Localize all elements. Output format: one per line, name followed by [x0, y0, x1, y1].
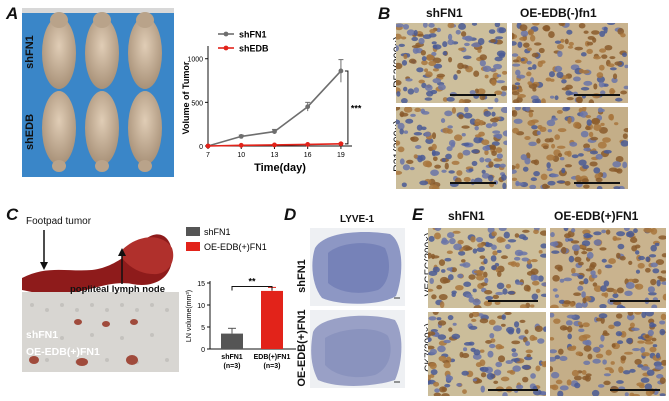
lymph-photo-illustration: [22, 210, 179, 372]
scale-bar: [450, 182, 496, 184]
b-image-p53-shfn1: [396, 23, 507, 103]
x-tick-label: (n=3): [224, 363, 241, 370]
lymph-photo: Footpad tumor popliteal lymph node shFN1…: [22, 210, 179, 372]
scale-bar: [610, 389, 660, 391]
e-image-vegfc-oe: [550, 228, 666, 308]
y-tick-label: 5: [201, 325, 205, 332]
ihc-texture: [512, 23, 628, 103]
d-image-shfn1: [310, 228, 405, 306]
y-tick-label: 0: [201, 347, 205, 354]
x-tick-label: 19: [337, 152, 345, 159]
d-image-oe-illustration: [311, 315, 402, 386]
x-tick-label: 10: [237, 152, 245, 159]
bar: [221, 333, 243, 349]
mice-photo-illustration: [22, 8, 174, 177]
x-tick-label: 7: [206, 152, 210, 159]
b-col2-label: OE-EDB(-)fn1: [520, 6, 597, 20]
data-point: [338, 141, 344, 147]
data-point: [338, 68, 344, 74]
d-image-shfn1-illustration: [312, 232, 402, 304]
significance-bracket: [344, 70, 349, 145]
data-point: [305, 142, 311, 147]
ihc-texture: [396, 107, 507, 189]
y-tick-label: 10: [197, 303, 205, 310]
series-line-shFN1: [207, 70, 342, 147]
label-popliteal-node: popliteal lymph node: [70, 284, 166, 295]
significance-label: ***: [351, 103, 362, 113]
ihc-texture: [550, 228, 666, 308]
label-c-shfn1: shFN1: [26, 329, 59, 341]
data-point: [305, 104, 311, 110]
scale-bar: [610, 300, 660, 302]
b-image-p21-shfn1: [396, 107, 507, 189]
scale-bar: [574, 182, 620, 184]
ihc-texture: [428, 312, 546, 396]
d-image-oe: [310, 310, 405, 388]
label-footpad-tumor: Footpad tumor: [26, 216, 92, 227]
legend-swatch: [186, 227, 200, 236]
d-row2-label: OE-EDB(+)FN1: [296, 309, 308, 387]
legend-label: shFN1: [239, 30, 267, 40]
panel-letter-d: D: [284, 205, 297, 224]
label-c-oe: OE-EDB(+)FN1: [26, 346, 100, 358]
x-tick-label: EDB(+)FN1: [254, 354, 291, 361]
e-col2-label: OE-EDB(+)FN1: [554, 209, 639, 223]
legend-label: OE-EDB(+)FN1: [204, 242, 267, 252]
legend-label: shEDB: [239, 44, 269, 54]
photo-label-shedb: shEDB: [24, 113, 36, 151]
significance-bracket: [231, 286, 273, 291]
b-col1-label: shFN1: [426, 6, 463, 20]
e-image-ck7-oe: [550, 312, 666, 396]
b-image-p21-oe: [512, 107, 628, 189]
mice-photo: shFN1 shEDB: [22, 8, 174, 177]
scale-bar: [488, 300, 538, 302]
scale-bar: [450, 94, 496, 96]
ihc-texture: [396, 23, 507, 103]
ihc-texture: [550, 312, 666, 396]
y-tick-label: 1000: [187, 57, 203, 64]
legend-marker: [223, 45, 229, 51]
y-tick-label: 500: [191, 100, 203, 107]
y-axis-title: Volume of Tumor: [181, 61, 191, 134]
photo-label-shfn1: shFN1: [24, 35, 36, 69]
panel-letter-a: A: [6, 4, 19, 23]
ihc-texture: [428, 228, 546, 308]
x-tick-label: (n=3): [264, 363, 281, 370]
scale-bar: [574, 94, 620, 96]
e-image-vegfc-shfn1: [428, 228, 546, 308]
y-axis-title: LN volume(mm³): [186, 290, 193, 342]
data-point: [205, 143, 211, 149]
x-axis-title: Time(day): [254, 162, 306, 174]
d-title: LYVE-1: [340, 214, 375, 225]
bar: [261, 290, 283, 349]
scale-bar: [488, 389, 538, 391]
significance-label: **: [248, 277, 256, 287]
panel-letter-c: C: [6, 205, 19, 224]
legend-label: shFN1: [204, 227, 231, 237]
e-image-ck7-shfn1: [428, 312, 546, 396]
x-tick-label: shFN1: [221, 354, 243, 361]
b-image-p53-oe: [512, 23, 628, 103]
data-point: [238, 142, 244, 148]
chart-c: shFN1 OE-EDB(+)FN1 0 5 10 15 LN volume(mm³) shF…: [186, 227, 296, 370]
chart-a: 0 500 1000 7 10 13 16 19 Time(day) Volume of Tumo…: [181, 30, 362, 175]
y-tick-label: 0: [199, 144, 203, 151]
data-point: [272, 142, 277, 148]
ihc-texture: [512, 107, 628, 189]
data-point: [272, 129, 277, 134]
legend-swatch: [186, 242, 200, 251]
d-row1-label: shFN1: [296, 259, 308, 293]
legend-marker: [223, 31, 229, 37]
y-tick-label: 15: [197, 281, 205, 288]
x-tick-label: 13: [271, 152, 279, 159]
x-tick-label: 16: [304, 152, 312, 159]
data-point: [238, 134, 244, 139]
e-col1-label: shFN1: [448, 209, 485, 223]
panel-letter-e: E: [412, 205, 424, 224]
panel-letter-b: B: [378, 4, 391, 23]
